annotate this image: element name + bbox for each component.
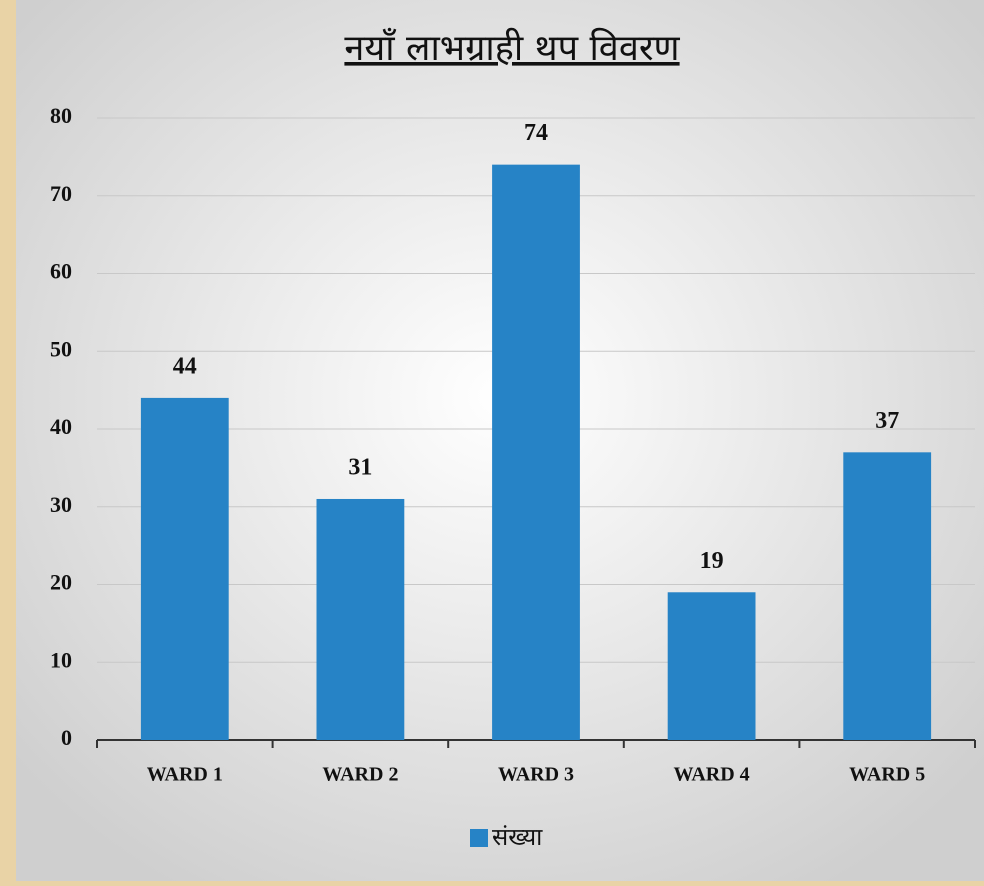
x-tick-label: WARD 1: [147, 764, 223, 786]
x-tick-label: WARD 5: [849, 764, 925, 786]
y-tick-label: 20: [50, 570, 72, 595]
x-tick-label: WARD 4: [674, 764, 750, 786]
bar: [667, 592, 756, 740]
bar: [492, 164, 580, 740]
x-tick-label: WARD 3: [498, 764, 574, 786]
y-tick-label: 40: [50, 414, 72, 439]
legend-label: संख्या: [492, 823, 543, 851]
y-tick-label: 80: [50, 103, 72, 128]
y-tick-label: 70: [50, 181, 72, 206]
data-label: 31: [348, 454, 372, 480]
legend-swatch: [470, 829, 488, 847]
bar: [316, 498, 405, 740]
y-tick-label: 0: [61, 725, 72, 750]
data-label: 37: [875, 408, 899, 434]
x-tick-label: WARD 2: [322, 764, 398, 786]
data-label: 44: [173, 353, 197, 379]
bar: [843, 452, 932, 740]
y-tick-label: 50: [50, 336, 72, 361]
data-label: 74: [524, 120, 548, 146]
bar: [140, 397, 229, 740]
y-tick-label: 10: [50, 647, 72, 672]
y-tick-label: 30: [50, 492, 72, 517]
chart-title: नयाँ लाभग्राही थप विवरण: [344, 27, 680, 69]
data-label: 19: [700, 548, 724, 574]
y-tick-label: 60: [50, 259, 72, 284]
